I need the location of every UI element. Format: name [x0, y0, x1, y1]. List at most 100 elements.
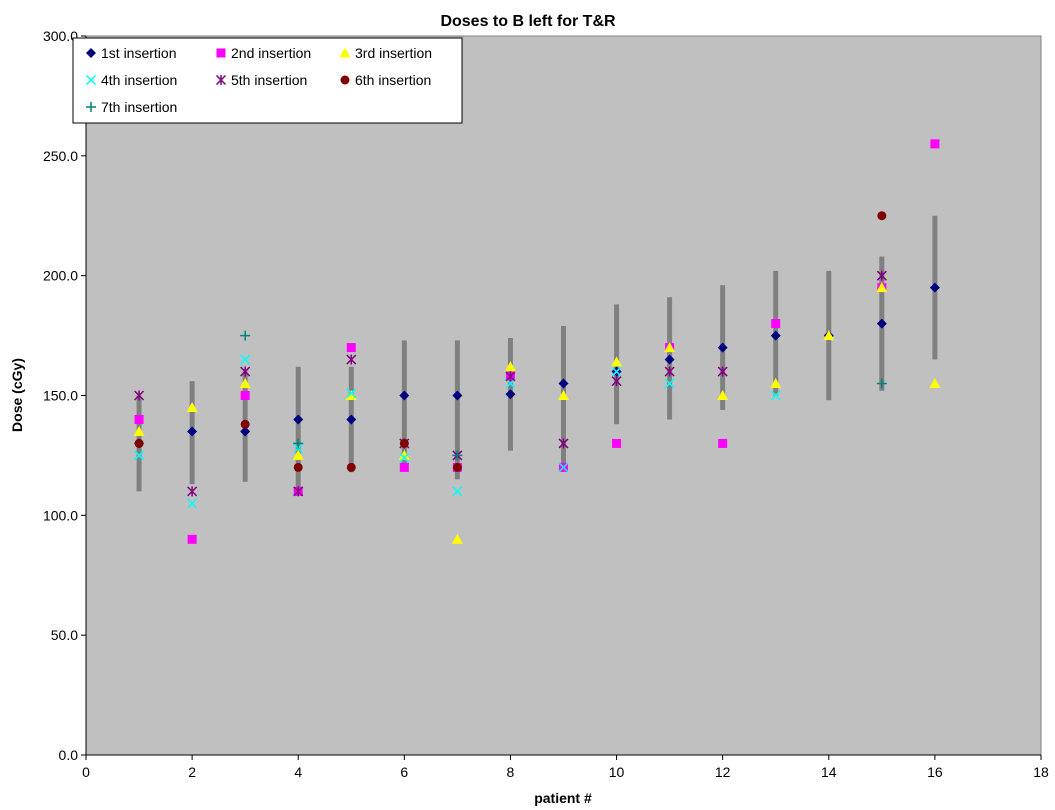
data-point: [876, 318, 887, 329]
y-tick-label: 50.0: [51, 627, 78, 643]
data-point: [505, 371, 516, 382]
legend-box: [72, 37, 463, 124]
data-point: [929, 282, 940, 293]
legend-marker: [340, 75, 350, 85]
data-point: [239, 378, 251, 389]
data-point: [771, 319, 781, 329]
series-1: [134, 282, 940, 449]
legend-label: 4th insertion: [101, 72, 177, 88]
legend-item: 3rd insertion: [339, 45, 432, 61]
data-point: [186, 401, 198, 412]
x-axis-title: patient #: [534, 790, 592, 806]
data-point: [717, 342, 728, 353]
data-point: [133, 425, 145, 436]
data-point: [717, 366, 728, 377]
data-point: [558, 390, 569, 400]
data-point: [770, 378, 782, 389]
data-point: [346, 354, 357, 365]
data-point: [187, 534, 197, 544]
data-point: [399, 452, 410, 463]
legend-item: 2nd insertion: [216, 45, 311, 61]
data-point: [134, 390, 145, 401]
y-tick-label: 250.0: [43, 148, 78, 164]
x-tick-label: 6: [400, 764, 408, 780]
data-point: [293, 486, 304, 497]
data-point: [134, 414, 144, 424]
data-point: [293, 414, 304, 425]
data-point: [611, 356, 623, 367]
legend-label: 6th insertion: [355, 72, 431, 88]
legend-marker: [85, 74, 97, 86]
x-tick-label: 16: [927, 764, 943, 780]
legend-label: 7th insertion: [101, 99, 177, 115]
series-5: [134, 270, 887, 497]
legend-label: 1st insertion: [101, 45, 176, 61]
data-point: [452, 450, 463, 461]
data-point: [240, 419, 250, 429]
data-point: [399, 438, 409, 448]
y-tick-label: 200.0: [43, 268, 78, 284]
data-point: [504, 361, 516, 372]
data-point: [240, 391, 250, 400]
x-tick-label: 14: [821, 764, 837, 780]
data-point: [187, 486, 198, 497]
legend-marker: [339, 47, 351, 58]
legend-item: 5th insertion: [215, 72, 307, 88]
data-point: [346, 343, 356, 353]
data-point: [187, 426, 198, 437]
x-tick-label: 18: [1033, 764, 1049, 780]
legend-item: 6th insertion: [340, 72, 431, 88]
data-point: [452, 462, 462, 472]
legend-item: 1st insertion: [86, 45, 176, 61]
y-axis: 0.0 50.0 100.0 150.0 200.0 250.0 300.0: [43, 28, 87, 763]
data-point: [664, 342, 676, 353]
data-point: [718, 438, 728, 448]
data-point: [717, 390, 729, 400]
x-tick-label: 0: [82, 764, 90, 780]
data-point: [346, 462, 356, 472]
data-point: [664, 366, 675, 377]
data-point: [240, 426, 251, 437]
x-tick-label: 8: [507, 764, 515, 780]
series-layer: [133, 139, 941, 544]
legend-marker: [215, 74, 227, 86]
data-point: [558, 378, 569, 389]
chart-title: Doses to B left for T&R: [440, 13, 616, 30]
data-point: [451, 533, 463, 544]
data-point: [558, 462, 569, 473]
data-point: [770, 330, 781, 341]
y-tick-label: 150.0: [43, 388, 78, 404]
data-point: [876, 270, 887, 281]
data-point: [664, 354, 675, 365]
x-tick-label: 4: [294, 764, 302, 780]
data-point: [399, 390, 410, 401]
data-point: [345, 390, 357, 400]
data-point: [929, 378, 941, 389]
data-point: [240, 354, 251, 365]
data-point: [505, 378, 516, 389]
y-axis-title: Dose (cGy): [9, 358, 25, 432]
data-point: [293, 462, 303, 472]
data-point: [611, 366, 622, 377]
data-point: [558, 438, 569, 449]
legend-marker: [86, 102, 96, 112]
data-point: [134, 450, 145, 461]
data-point: [292, 449, 304, 460]
legend-item: 4th insertion: [85, 72, 177, 88]
legend: 1st insertion 2nd insertion 3rd insertion 4…: [72, 37, 463, 124]
legend-label: 3rd insertion: [355, 45, 432, 61]
data-point: [452, 486, 463, 497]
data-point: [399, 462, 409, 472]
data-point: [346, 414, 357, 425]
data-point: [398, 449, 410, 460]
data-point: [505, 389, 516, 400]
series-3: [133, 282, 941, 544]
x-tick-label: 12: [715, 764, 731, 780]
data-point: [612, 438, 622, 448]
data-point: [876, 282, 888, 293]
data-point: [346, 388, 357, 399]
data-point: [293, 438, 304, 449]
legend-label: 2nd insertion: [231, 45, 311, 61]
data-point: [134, 438, 144, 448]
